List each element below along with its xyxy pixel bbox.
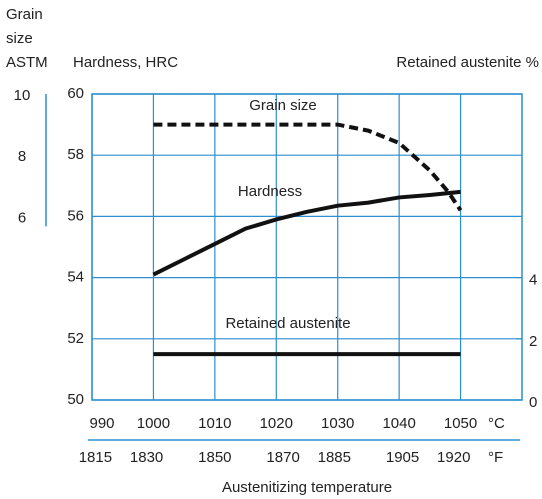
x-unit: °C [488, 415, 505, 432]
y-tick-label: 56 [67, 207, 84, 224]
axis-title: Austenitizing temperature [222, 479, 392, 496]
axis-title: Hardness, HRC [73, 54, 178, 71]
x2-tick-label: 1850 [198, 449, 231, 466]
x2-tick-label: 1885 [318, 449, 351, 466]
x2-tick-label: 1830 [130, 449, 163, 466]
series-label: Hardness [238, 183, 302, 200]
x2-tick-label: 1870 [266, 449, 299, 466]
series-line [152, 189, 461, 277]
x-tick-label: 1000 [137, 415, 170, 432]
axis-title: size [6, 30, 33, 47]
axis-title: ASTM [6, 54, 48, 71]
y-tick-label: 58 [67, 146, 84, 163]
x2-tick-label: 1905 [386, 449, 419, 466]
plot-frame [91, 93, 523, 401]
x2-tick-label: 1920 [437, 449, 470, 466]
y2-tick-label: 2 [529, 333, 537, 350]
x-tick-label: 1030 [321, 415, 354, 432]
x-tick-label: 1010 [198, 415, 231, 432]
y2-tick-label: 4 [529, 272, 537, 289]
y-tick-label: 54 [67, 269, 84, 286]
y-tick-label: 50 [67, 391, 84, 408]
axis-title: Grain [6, 6, 43, 23]
x-tick-label: 1050 [444, 415, 477, 432]
y3-tick-label: 6 [18, 209, 26, 226]
y2-tick-label: 0 [529, 394, 537, 411]
series-label: Retained austenite [225, 315, 350, 332]
x2-unit: °F [488, 449, 503, 466]
x-tick-label: 1040 [382, 415, 415, 432]
y3-tick-label: 10 [14, 87, 31, 104]
series-label: Grain size [249, 97, 317, 114]
axis-title: Retained austenite % [396, 54, 539, 71]
y3-tick-label: 8 [18, 148, 26, 165]
x-tick-label: 1020 [260, 415, 293, 432]
y-tick-label: 60 [67, 85, 84, 102]
x-tick-label: 990 [89, 415, 114, 432]
series-line [153, 122, 463, 212]
x2-tick-label: 1815 [79, 449, 112, 466]
y-tick-label: 52 [67, 330, 84, 347]
